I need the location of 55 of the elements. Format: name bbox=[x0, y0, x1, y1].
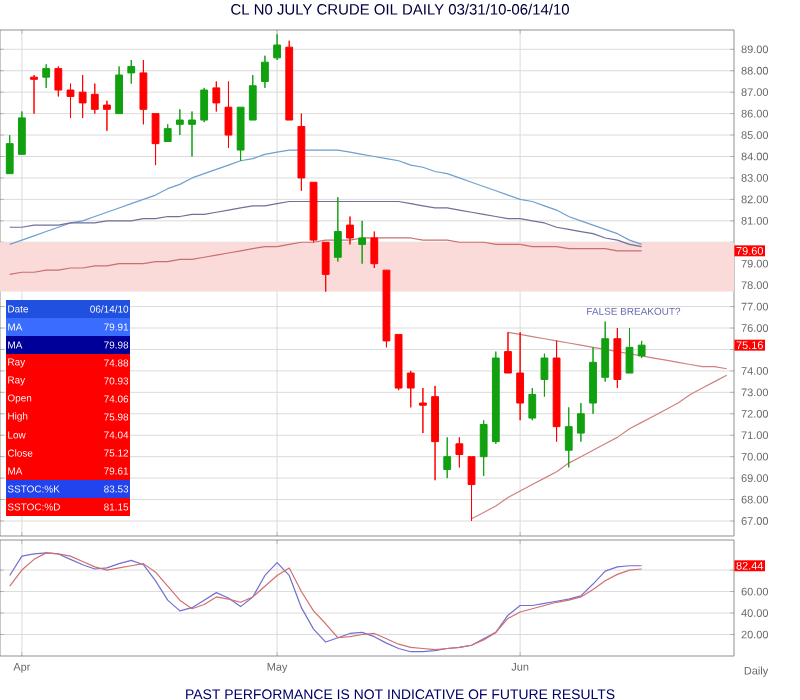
candlestick bbox=[248, 74, 257, 121]
line-series bbox=[470, 374, 728, 520]
candlestick bbox=[42, 63, 51, 89]
candlestick bbox=[66, 83, 75, 119]
candlestick bbox=[5, 134, 14, 175]
candlestick bbox=[576, 402, 585, 443]
candlestick bbox=[479, 419, 488, 477]
candlestick bbox=[601, 321, 610, 383]
candlestick bbox=[431, 385, 439, 481]
candlestick bbox=[406, 370, 415, 408]
candlestick bbox=[139, 59, 148, 125]
candlestick bbox=[333, 196, 342, 263]
candlestick bbox=[163, 123, 172, 142]
candlestick bbox=[175, 108, 184, 136]
candlestick bbox=[151, 113, 160, 166]
candlestick bbox=[321, 241, 330, 293]
candlestick bbox=[625, 327, 634, 374]
candlestick bbox=[200, 87, 209, 123]
candlestick bbox=[491, 351, 500, 445]
candlestick bbox=[30, 74, 38, 115]
candlestick bbox=[443, 436, 452, 479]
candlestick bbox=[224, 80, 233, 149]
candlestick bbox=[90, 83, 99, 115]
candlestick bbox=[103, 100, 111, 132]
candlestick bbox=[419, 387, 427, 434]
candlestick bbox=[613, 327, 622, 389]
candlestick bbox=[382, 269, 391, 348]
candlestick bbox=[637, 340, 646, 359]
candlestick bbox=[516, 331, 525, 421]
candlestick bbox=[358, 220, 367, 265]
candlestick bbox=[309, 181, 318, 243]
candlestick bbox=[273, 33, 281, 61]
candlestick bbox=[467, 456, 476, 522]
candlestick bbox=[504, 331, 512, 374]
line-series bbox=[507, 331, 728, 370]
candlestick bbox=[346, 216, 354, 245]
candlestick bbox=[540, 353, 549, 398]
candlestick bbox=[78, 74, 87, 119]
candlestick bbox=[261, 55, 269, 89]
candlestick bbox=[564, 406, 573, 468]
candlestick bbox=[528, 387, 537, 421]
candlestick bbox=[297, 113, 306, 192]
candlestick bbox=[115, 65, 123, 115]
candlestick bbox=[212, 80, 221, 112]
candlestick bbox=[17, 110, 26, 155]
candlestick bbox=[589, 346, 597, 415]
candlestick bbox=[54, 65, 63, 97]
candlestick bbox=[394, 333, 403, 391]
candlestick bbox=[285, 40, 294, 121]
candlestick bbox=[552, 340, 561, 443]
candlestick bbox=[188, 110, 196, 157]
candlestick bbox=[127, 59, 136, 85]
candlestick bbox=[236, 106, 245, 162]
candlestick bbox=[370, 231, 379, 269]
candlestick bbox=[455, 436, 464, 468]
